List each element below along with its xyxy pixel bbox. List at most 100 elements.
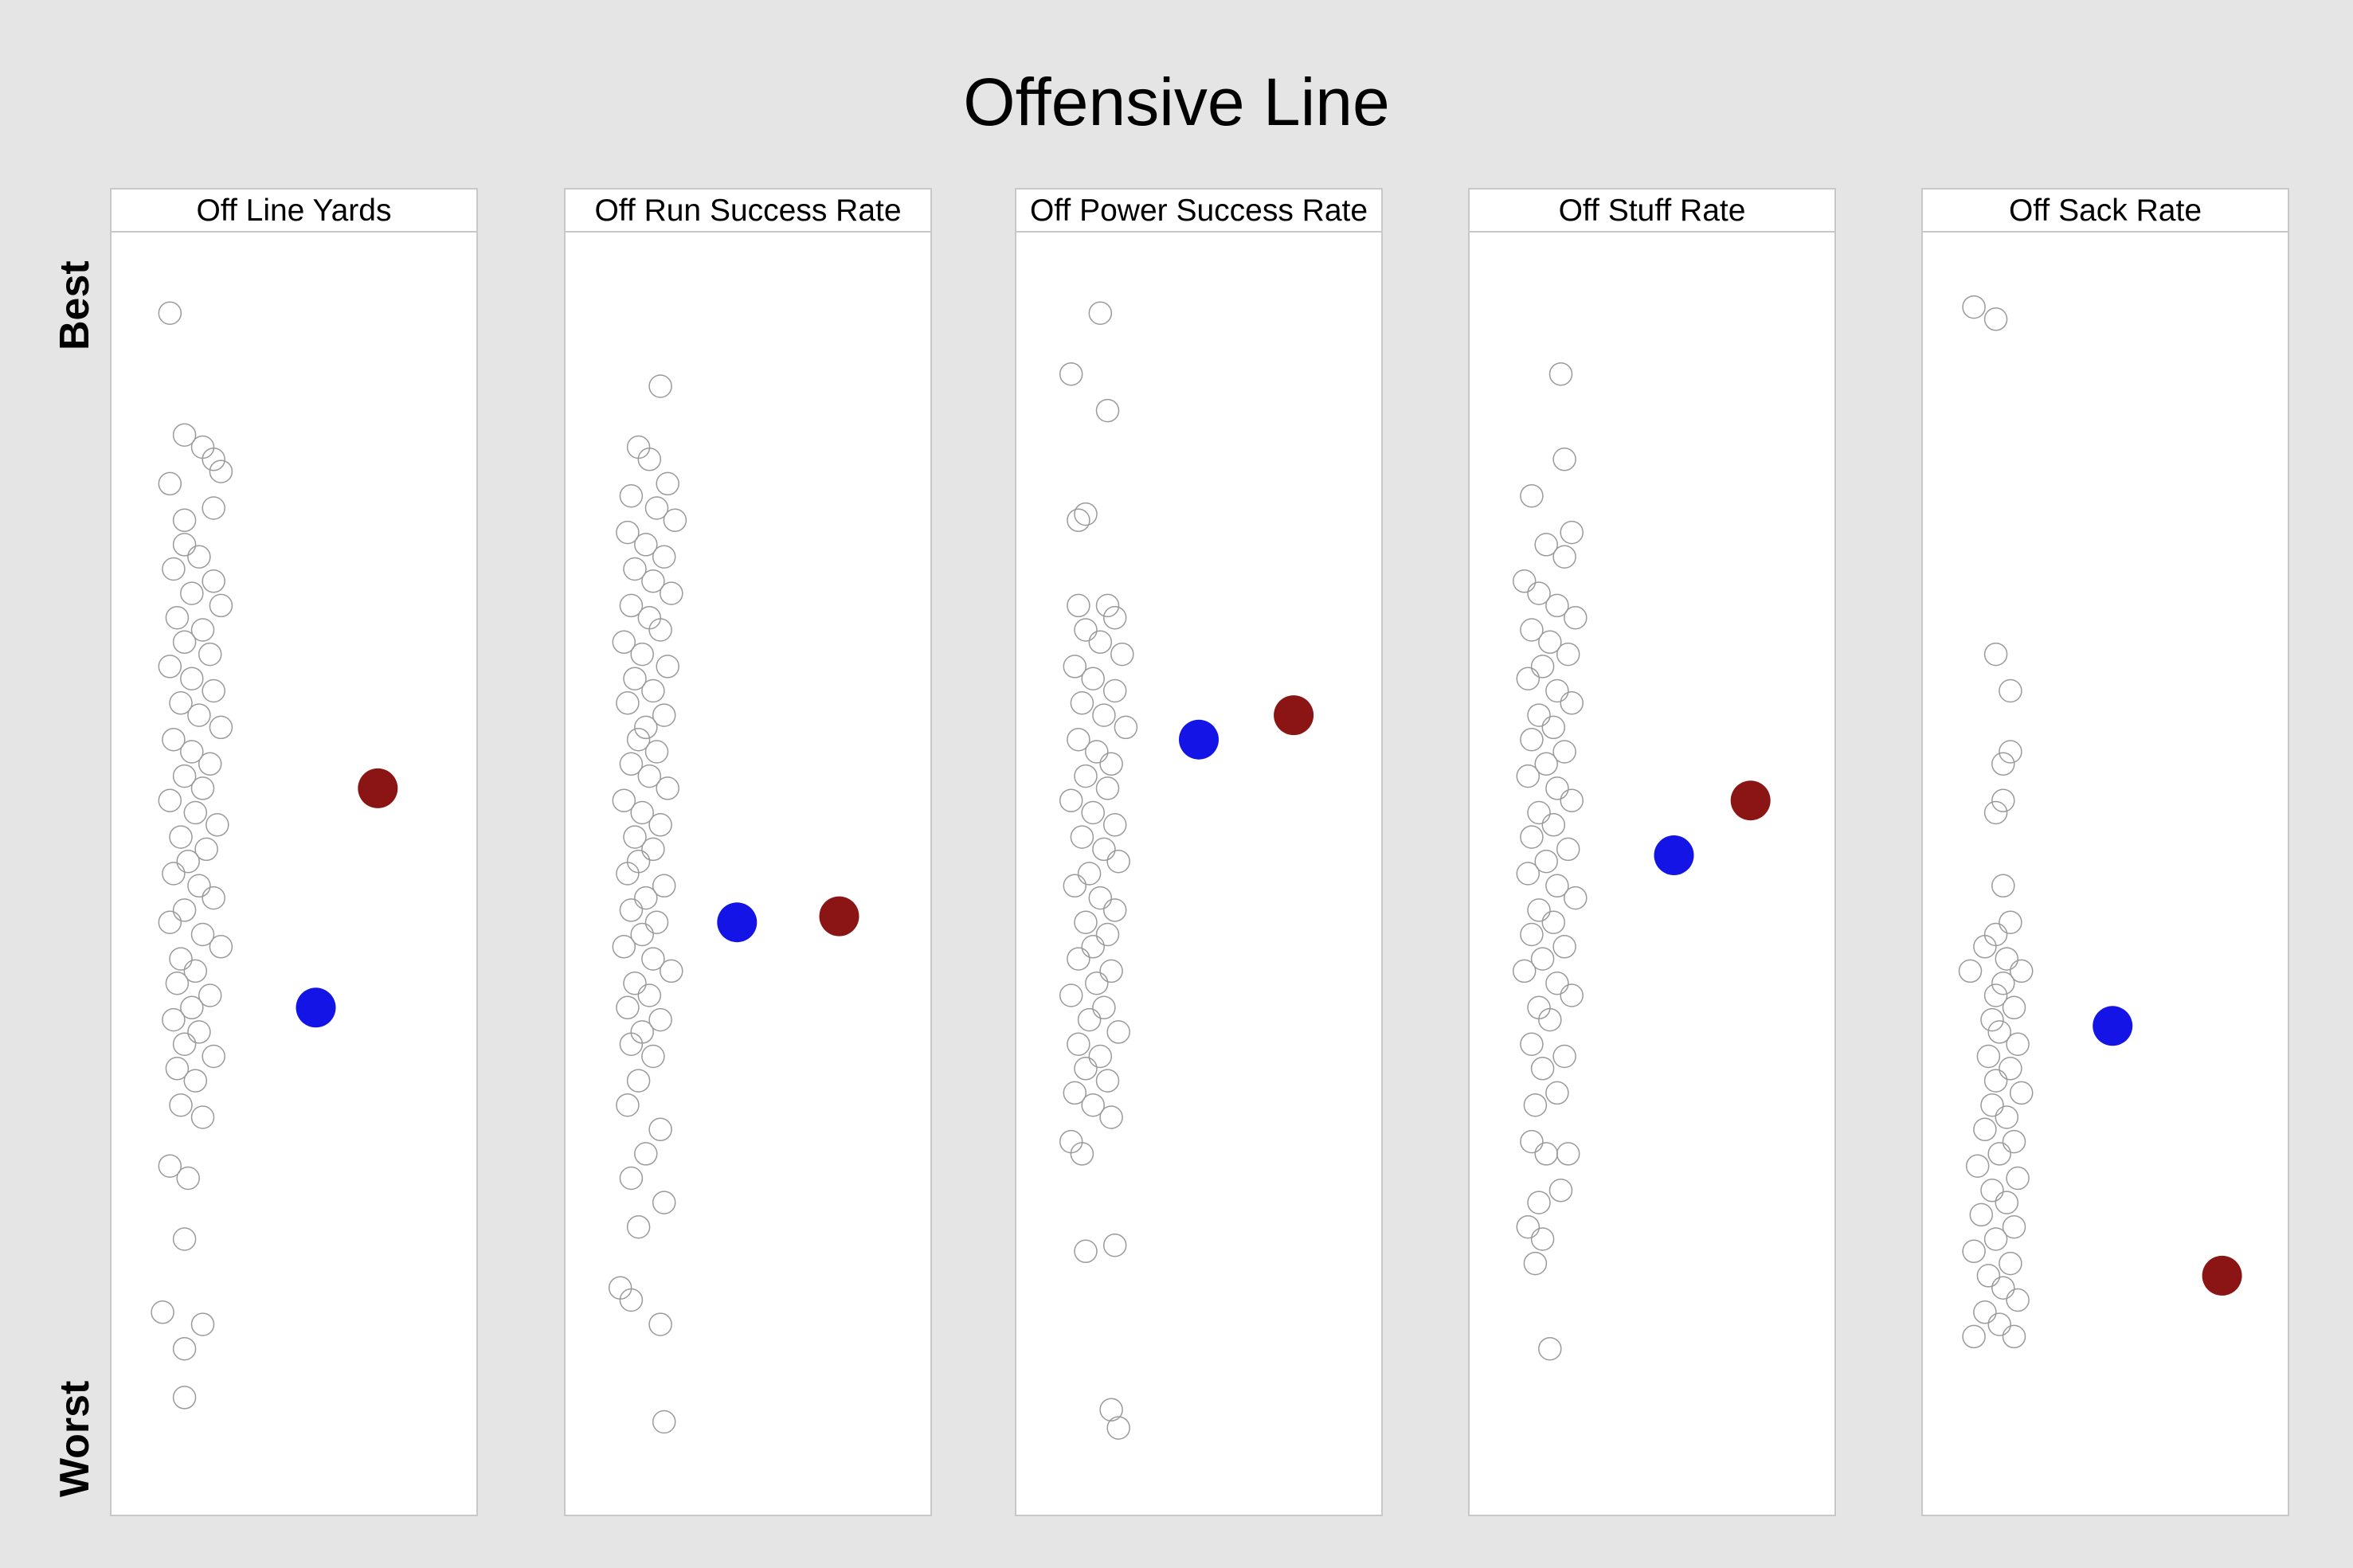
league-point — [630, 800, 654, 825]
league-point — [626, 435, 651, 459]
chart-title: Offensive Line — [963, 65, 1390, 139]
league-point — [1556, 1142, 1580, 1166]
league-point — [1106, 1416, 1130, 1440]
league-point — [1088, 301, 1113, 325]
league-point — [1527, 800, 1551, 825]
league-point — [183, 1069, 208, 1093]
league-point — [1983, 983, 2008, 1007]
league-point — [162, 862, 186, 886]
league-point — [1987, 1020, 2011, 1044]
league-point — [180, 667, 204, 690]
league-point — [1102, 605, 1127, 630]
league-point — [209, 715, 233, 740]
league-point — [652, 874, 676, 898]
league-point — [190, 776, 215, 800]
league-point — [656, 471, 679, 496]
league-point — [1983, 642, 2008, 667]
league-point — [1085, 971, 1109, 995]
league-point — [1983, 1069, 2008, 1093]
league-point — [183, 959, 208, 983]
panel-plot — [1059, 301, 1314, 1440]
league-point — [1074, 618, 1098, 642]
league-point — [187, 874, 211, 898]
league-point — [2002, 1324, 2026, 1349]
league-point — [656, 776, 679, 800]
league-point — [652, 703, 676, 727]
y-axis-worst-label: Worst — [52, 1380, 98, 1497]
league-point — [1520, 727, 1544, 752]
league-point — [1063, 1081, 1087, 1105]
highlight-point-blue — [2093, 1006, 2133, 1046]
league-point — [1530, 1227, 1555, 1251]
league-point — [1980, 1093, 2004, 1117]
league-point — [2002, 995, 2026, 1020]
league-point — [202, 448, 225, 471]
league-point — [158, 301, 182, 325]
league-point — [1534, 1142, 1558, 1166]
league-point — [1523, 1093, 1548, 1117]
league-point — [641, 837, 665, 862]
panel-title: Off Run Success Rate — [566, 190, 930, 233]
league-point — [176, 1166, 200, 1191]
league-point — [2009, 1081, 2034, 1105]
league-point — [626, 849, 651, 874]
league-point — [1095, 1069, 1120, 1093]
league-point — [2002, 1129, 2026, 1154]
league-point — [190, 1312, 215, 1336]
league-point — [1969, 1202, 1994, 1227]
highlight-point-blue — [1179, 719, 1219, 760]
league-point — [172, 423, 197, 447]
panel-off-power-success-rate: Off Power Success Rate — [1015, 188, 1383, 1516]
league-point — [1564, 605, 1588, 630]
league-point — [1983, 800, 2008, 825]
league-point — [198, 983, 222, 1007]
league-point — [202, 1044, 225, 1069]
league-point — [619, 593, 644, 618]
league-point — [1077, 1007, 1102, 1032]
league-point — [1541, 715, 1566, 740]
league-point — [619, 1288, 644, 1312]
league-point — [1999, 678, 2022, 703]
league-point — [1081, 667, 1105, 690]
league-point — [1548, 362, 1573, 386]
league-point — [1552, 1044, 1576, 1069]
league-point — [169, 947, 193, 971]
league-point — [648, 1117, 672, 1142]
highlight-point-red — [358, 768, 398, 808]
league-point — [1999, 740, 2022, 764]
league-point — [209, 935, 233, 959]
league-point — [1980, 1007, 2004, 1032]
league-point — [1530, 1057, 1555, 1081]
league-point — [637, 764, 662, 788]
league-point — [1560, 983, 1584, 1007]
league-point — [1074, 910, 1098, 934]
league-point — [637, 983, 662, 1007]
league-point — [1081, 800, 1105, 825]
league-point — [648, 813, 672, 837]
league-point — [619, 752, 644, 776]
league-point — [1070, 1142, 1094, 1166]
league-point — [1530, 947, 1555, 971]
league-point — [634, 715, 658, 740]
league-point — [1088, 1044, 1113, 1069]
league-point — [1092, 837, 1116, 862]
league-point — [1538, 1336, 1562, 1361]
league-point — [1095, 922, 1120, 947]
league-point — [634, 533, 658, 557]
league-point — [1067, 1032, 1090, 1056]
league-point — [1527, 995, 1551, 1020]
league-point — [1552, 740, 1576, 764]
league-point — [1092, 703, 1116, 727]
league-point — [1962, 295, 1986, 319]
league-point — [1520, 825, 1544, 849]
league-point — [172, 764, 197, 788]
league-point — [1538, 1007, 1562, 1032]
league-point — [1059, 362, 1083, 386]
league-point — [1987, 1142, 2011, 1166]
league-point — [1520, 618, 1544, 642]
league-point — [158, 910, 182, 934]
highlight-point-red — [1730, 780, 1771, 821]
league-point — [172, 533, 197, 557]
league-point — [172, 508, 197, 533]
league-point — [172, 630, 197, 655]
